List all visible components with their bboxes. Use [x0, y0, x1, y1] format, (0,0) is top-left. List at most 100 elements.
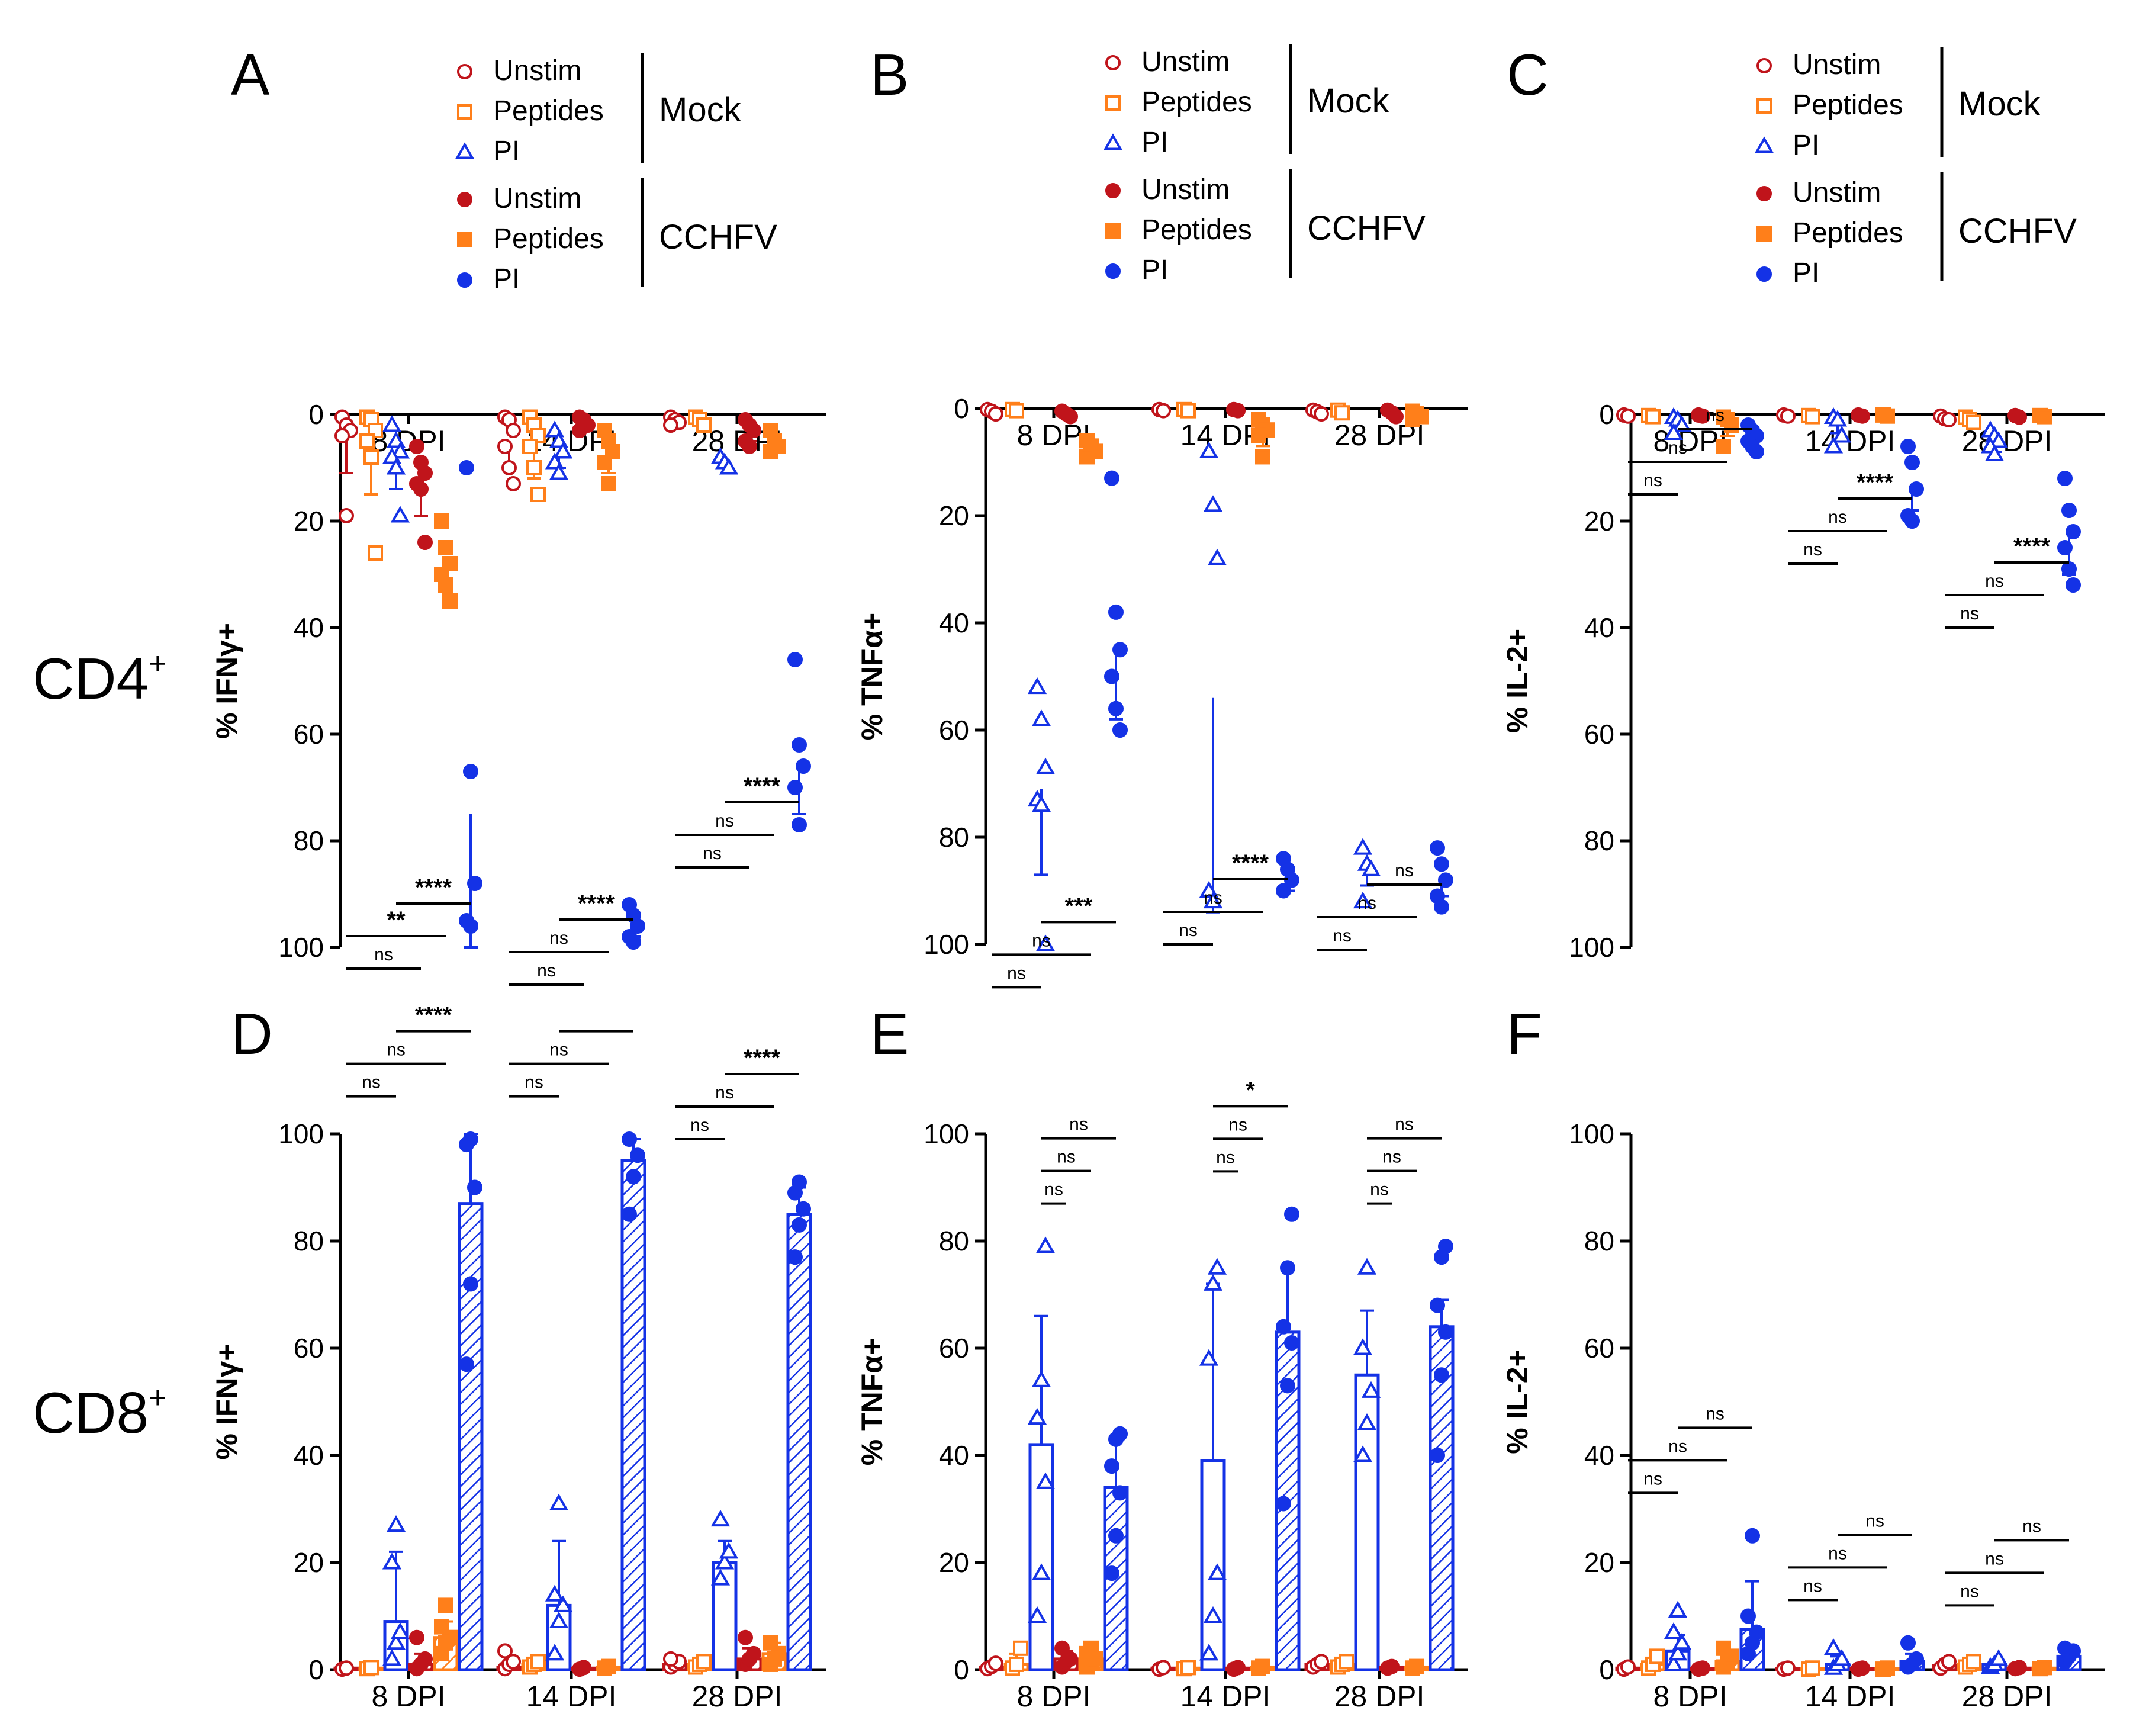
data-point [549, 463, 569, 480]
bar-mock-pi-0 [1028, 1443, 1054, 1671]
significance-label: ns [1865, 1511, 1884, 1531]
significance-label: ns [1382, 1147, 1401, 1167]
y-tick-label: 100 [278, 932, 324, 963]
legend-marker [1756, 98, 1772, 114]
data-point [1828, 410, 1848, 427]
data-point [1035, 934, 1056, 951]
data-point [417, 1651, 433, 1667]
x-tick-label: 28 DPI [692, 1680, 783, 1713]
data-point [339, 1660, 354, 1676]
data-point [442, 593, 458, 609]
row-label-cd4: CD4+ [33, 646, 166, 711]
data-point [1112, 722, 1128, 738]
data-point [1832, 426, 1852, 443]
data-point [1649, 1648, 1665, 1664]
legends: Unstim Peptides PI Unstim Peptides PI Mock CCHF… [455, 44, 2077, 295]
panel-letter: E [870, 1001, 909, 1066]
data-point [506, 423, 521, 438]
y-tick-label: 0 [308, 1654, 324, 1685]
y-tick-label: 100 [1569, 1118, 1614, 1149]
legend-marker [457, 232, 472, 247]
significance-label: ns [1228, 1115, 1247, 1134]
legend-item-label: Unstim [493, 55, 581, 86]
panel-letter: D [231, 1001, 273, 1066]
data-point [715, 1552, 735, 1570]
significance-label: ns [2022, 1516, 2041, 1536]
y-tick-label: 100 [1569, 932, 1614, 963]
y-tick-label: 80 [294, 825, 324, 856]
data-point [1353, 1338, 1373, 1355]
y-tick-label: 60 [294, 719, 324, 750]
data-point [1780, 1660, 1796, 1676]
data-point [339, 508, 354, 523]
data-point [796, 1201, 811, 1217]
data-point [549, 1611, 569, 1629]
significance-label: ns [549, 928, 568, 948]
data-point [506, 476, 521, 491]
data-point [459, 1356, 474, 1372]
legend-item-label: Peptides [1793, 217, 1903, 249]
significance-label: **** [2013, 533, 2051, 560]
data-point [463, 918, 478, 934]
data-point [1430, 1297, 1445, 1313]
data-point [417, 535, 433, 550]
significance-label: *** [1065, 893, 1093, 919]
data-point [742, 439, 757, 454]
data-point [1031, 1370, 1051, 1387]
y-tick-label: 40 [294, 612, 324, 643]
data-point [2066, 524, 2081, 539]
y-tick-label: 60 [1584, 719, 1614, 750]
significance-label: ns [1057, 1147, 1076, 1167]
y-tick-label: 40 [1584, 612, 1614, 643]
data-point [1035, 1236, 1056, 1253]
data-point [417, 465, 433, 481]
data-point [413, 481, 429, 497]
data-point [497, 439, 513, 454]
significance-label: ns [1706, 1404, 1725, 1423]
legend-marker [1105, 223, 1121, 239]
legend-marker [1103, 133, 1123, 150]
data-point [409, 439, 424, 454]
data-point [363, 1660, 379, 1676]
legend-marker [1756, 266, 1772, 282]
data-point [434, 1619, 449, 1635]
data-point [438, 577, 453, 593]
data-point [1409, 1658, 1424, 1674]
y-tick-label: 60 [939, 1333, 969, 1364]
legend-item-label: PI [1141, 127, 1168, 158]
significance-label: ns [1985, 1549, 2004, 1568]
data-point [1104, 1458, 1119, 1474]
data-point [1620, 1659, 1636, 1675]
data-point [787, 780, 803, 795]
data-point [1079, 449, 1095, 465]
data-point [1276, 1496, 1291, 1512]
legend-marker [1105, 55, 1121, 70]
legend-marker [1756, 58, 1772, 73]
panel-letter: A [231, 42, 270, 107]
legend-item-label: PI [1793, 258, 1819, 289]
data-point [738, 1629, 753, 1645]
data-point [359, 433, 375, 449]
data-point [1855, 1660, 1870, 1676]
legend-b: Unstim Peptides PI Unstim Peptides PI Mock CCHF… [1103, 44, 1426, 286]
data-point [746, 423, 761, 438]
y-tick-label: 80 [939, 822, 969, 853]
data-point [390, 1622, 410, 1639]
data-point [1027, 1606, 1047, 1623]
legend-marker [1756, 226, 1772, 242]
data-point [549, 1493, 569, 1510]
significance-label: ns [1668, 438, 1687, 458]
y-tick-label: 0 [954, 1654, 969, 1685]
data-point [1112, 1426, 1128, 1442]
data-point [1276, 883, 1291, 899]
y-tick-label: 20 [939, 1547, 969, 1578]
data-point [386, 1633, 406, 1650]
data-point [1207, 1258, 1227, 1275]
data-point [438, 1597, 453, 1613]
data-point [1104, 668, 1119, 684]
data-point [1361, 859, 1381, 876]
data-point [1276, 1319, 1291, 1335]
legend-item-label: Peptides [493, 95, 604, 127]
legend-a: Unstim Peptides PI Unstim Peptides PI Mock CCHF… [455, 53, 777, 295]
data-point [1438, 1324, 1453, 1340]
